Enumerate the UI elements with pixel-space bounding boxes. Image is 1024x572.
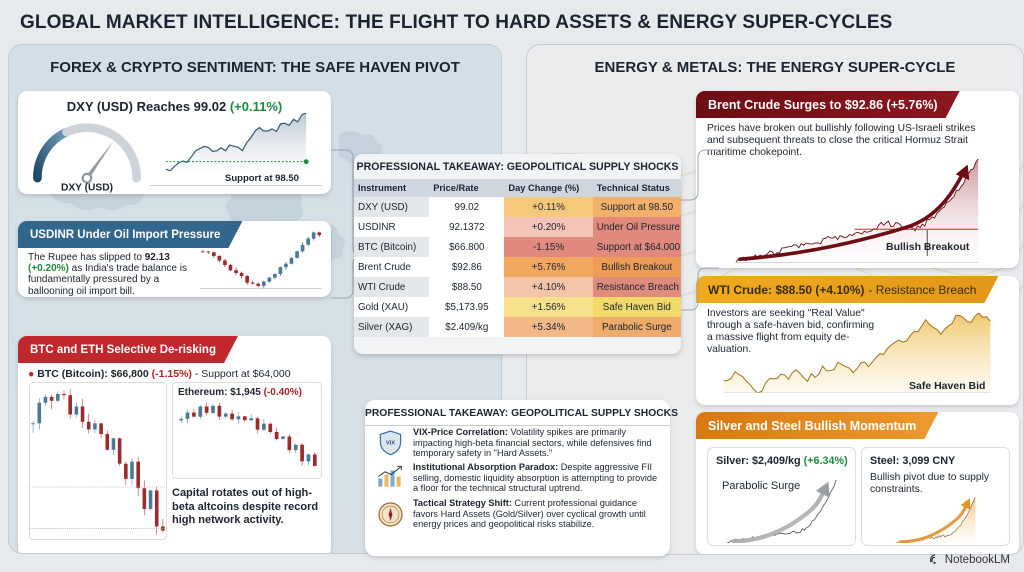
svg-text:VIX: VIX (386, 441, 395, 447)
svg-text:DXY (USD): DXY (USD) (61, 183, 113, 194)
